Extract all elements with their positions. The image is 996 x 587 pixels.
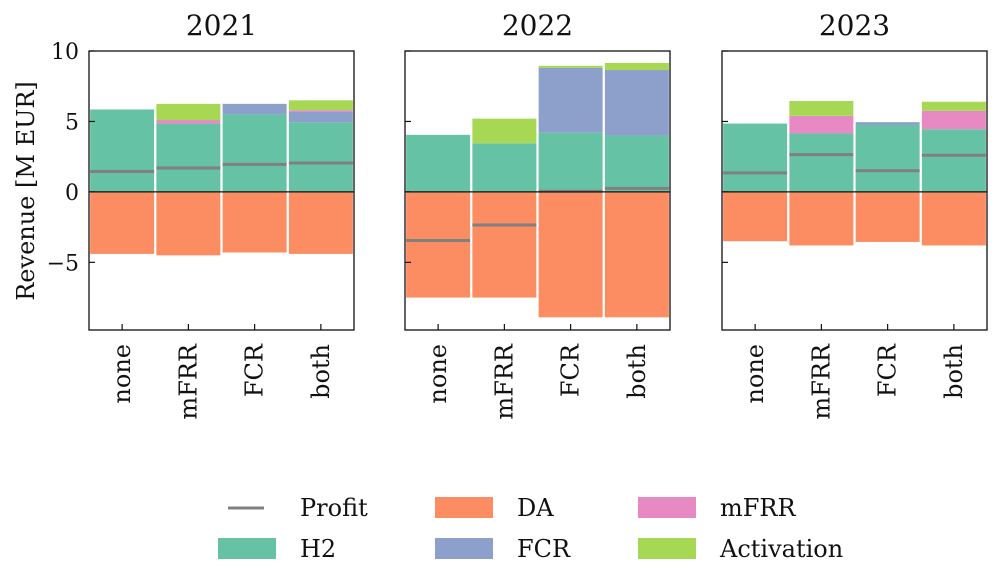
bar-h2-mfrr [156,123,221,192]
bar-da-both [604,191,669,318]
bar-mfrr-both [921,110,986,130]
legend-swatch [638,538,696,559]
y-tick-label: 10 [51,40,79,65]
bar-h2-both [604,135,669,192]
bar-da-none [90,191,155,254]
panel-frame [404,50,671,331]
bar-da-mfrr [789,191,854,246]
bar-mfrr-both [288,110,353,112]
panel-2022: 2022 none mFRR FCR both [404,9,671,420]
legend-label: FCR [517,535,571,563]
y-tick-label: 5 [65,110,79,135]
x-tick-label: FCR [557,343,585,397]
bar-activation-both [921,101,986,111]
legend-label: mFRR [720,494,796,522]
legend-swatch [638,497,696,518]
x-tick-label: both [940,344,968,399]
x-tick-label: none [108,344,136,404]
legend-item-h2: H2 [218,535,336,563]
chart-panels: 2021 none mFRR FCR both −5 0 5 10 2022 none mFRR FCR… [47,9,988,420]
bar-da-fcr [538,191,603,318]
legend-swatch [435,538,493,559]
bar-activation-mfrr [156,103,221,121]
x-tick-label: mFRR [490,343,518,419]
legend-item-activation: Activation [638,535,843,563]
bar-da-both [288,191,353,254]
bar-da-mfrr [472,191,537,298]
bar-fcr-fcr [538,67,603,133]
x-tick-label: both [623,344,651,399]
legend-item-fcr: FCR [435,535,571,563]
x-tick-label: FCR [241,343,269,397]
bar-fcr-both [288,111,353,123]
legend-label: Activation [719,535,843,563]
bar-h2-fcr [222,114,287,192]
x-tick-label: both [307,344,335,399]
legend-swatch [218,538,276,559]
bar-h2-mfrr [789,133,854,192]
legend-label: H2 [300,535,336,563]
bar-da-none [406,191,471,298]
bar-fcr-both [604,70,669,136]
legend-item-mfrr: mFRR [638,494,796,522]
bar-fcr-fcr [222,103,287,115]
legend-label: DA [517,494,554,522]
legend-label: Profit [300,494,368,522]
panel-title: 2021 [186,9,257,42]
bar-h2-fcr [538,132,603,192]
legend-item-da: DA [435,494,554,522]
x-tick-label: mFRR [174,343,202,419]
y-axis-label: Revenue [M EUR] [12,81,40,301]
bar-activation-mfrr [472,118,537,144]
panel-2023: 2023 none mFRR FCR both [721,9,988,420]
panel-frame [721,50,988,331]
bar-h2-none [406,134,471,192]
x-tick-label: none [741,344,769,404]
bar-h2-none [90,109,155,192]
bar-activation-fcr [538,65,603,68]
bar-mfrr-mfrr [789,115,854,134]
bar-h2-both [921,129,986,192]
bar-h2-mfrr [472,143,537,192]
panel-2021: 2021 none mFRR FCR both −5 0 5 10 [47,9,355,420]
bar-da-mfrr [156,191,221,256]
chart-legend: Profit H2 DA FCR mFRR Activation [218,494,843,563]
panel-title: 2022 [502,9,573,42]
bar-h2-fcr [855,124,920,192]
bar-fcr-fcr [855,122,920,125]
bar-activation-mfrr [789,101,854,116]
bar-da-fcr [855,191,920,242]
x-tick-label: mFRR [807,343,835,419]
bar-da-fcr [222,191,287,253]
bar-da-none [723,191,788,242]
panel-frame [88,50,355,331]
bar-activation-both [288,100,353,111]
bar-mfrr-mfrr [156,120,221,124]
x-tick-label: none [424,344,452,404]
legend-swatch [435,497,493,518]
y-tick-label: −5 [47,251,79,276]
x-tick-label: FCR [874,343,902,397]
panel-title: 2023 [819,9,890,42]
legend-item-profit: Profit [228,494,368,522]
y-tick-label: 0 [65,181,79,206]
bar-h2-none [723,123,788,192]
bar-h2-both [288,122,353,192]
bar-activation-both [604,62,669,71]
bar-da-both [921,191,986,246]
